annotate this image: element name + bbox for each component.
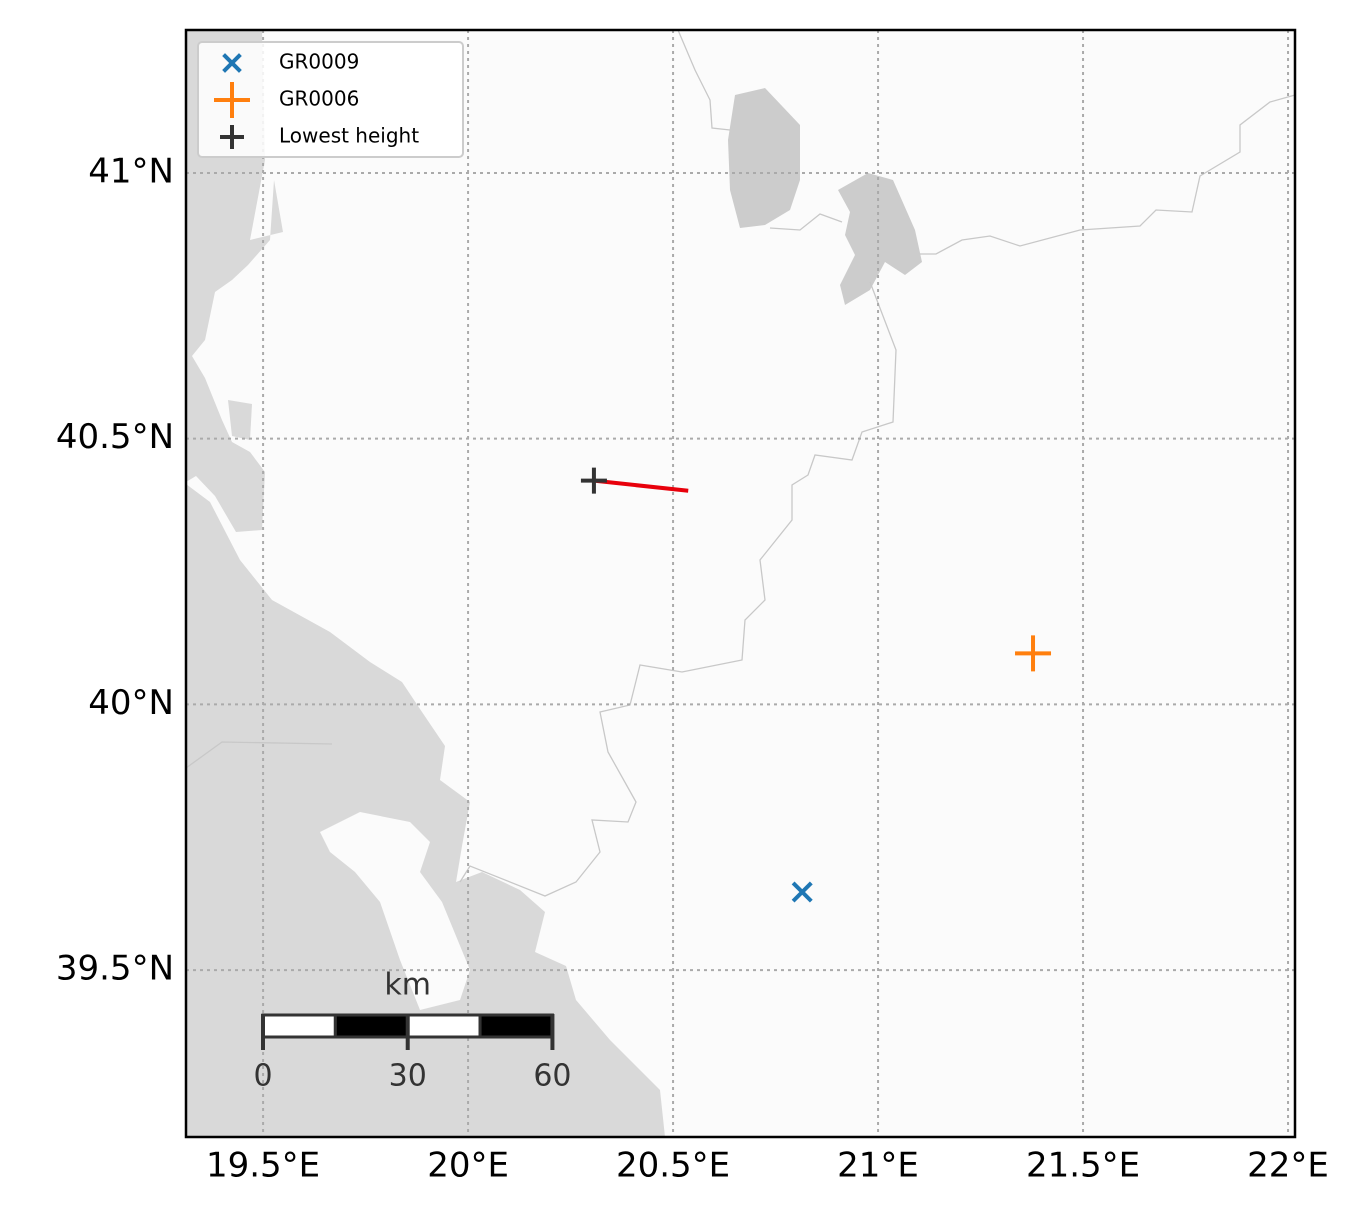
x-tick-label: 22°E — [1247, 1146, 1329, 1186]
marker-stroke — [214, 82, 250, 118]
track-line — [593, 478, 689, 493]
scale-tick-label: 30 — [389, 1059, 427, 1094]
island — [228, 400, 252, 440]
marker — [580, 467, 607, 494]
y-tick-label: 40.5°N — [56, 417, 174, 457]
marker-stroke — [1015, 635, 1052, 672]
scale-tick-label: 0 — [253, 1059, 272, 1094]
map-frame — [184, 28, 1297, 1139]
legend-label: GR0009 — [279, 50, 359, 74]
marker-stroke — [791, 881, 813, 903]
x-tick-label: 20.5°E — [616, 1146, 730, 1186]
legend-label: Lowest height — [279, 124, 419, 148]
lake — [728, 88, 800, 228]
marker — [220, 125, 244, 149]
border — [920, 94, 1296, 255]
scale-segment — [406, 1013, 482, 1039]
scale-segment — [478, 1013, 554, 1039]
border — [185, 741, 333, 769]
marker-stroke — [580, 467, 607, 494]
marker — [222, 53, 242, 73]
scale-unit: km — [384, 968, 431, 1003]
borders — [185, 29, 1296, 897]
x-tick-label: 20°E — [427, 1146, 509, 1186]
legend-label: GR0006 — [279, 87, 359, 111]
scale-tick-label: 60 — [533, 1059, 571, 1094]
marker — [791, 881, 813, 903]
peninsula — [320, 812, 470, 1010]
scale-segment — [261, 1013, 337, 1039]
x-tick-label: 19.5°E — [206, 1146, 320, 1186]
marker-stroke — [220, 125, 244, 149]
legend-box — [197, 41, 464, 158]
x-tick-label: 21.5°E — [1026, 1146, 1140, 1186]
x-tick-label: 21°E — [837, 1146, 919, 1186]
scale-segment — [333, 1013, 410, 1039]
marks — [580, 467, 1052, 903]
border — [459, 29, 897, 897]
marker — [1015, 635, 1052, 672]
y-tick-label: 39.5°N — [56, 949, 174, 989]
scale-bar: 0 30 60 km — [253, 968, 571, 1094]
legend: GR0009 GR0006 Lowest height — [197, 41, 464, 158]
graticule — [186, 30, 1295, 1137]
y-tick-label: 41°N — [88, 151, 174, 191]
sea — [186, 484, 665, 1137]
y-tick-label: 40°N — [88, 683, 174, 723]
lake — [838, 173, 922, 305]
marker-stroke — [222, 53, 242, 73]
marker — [214, 82, 250, 118]
